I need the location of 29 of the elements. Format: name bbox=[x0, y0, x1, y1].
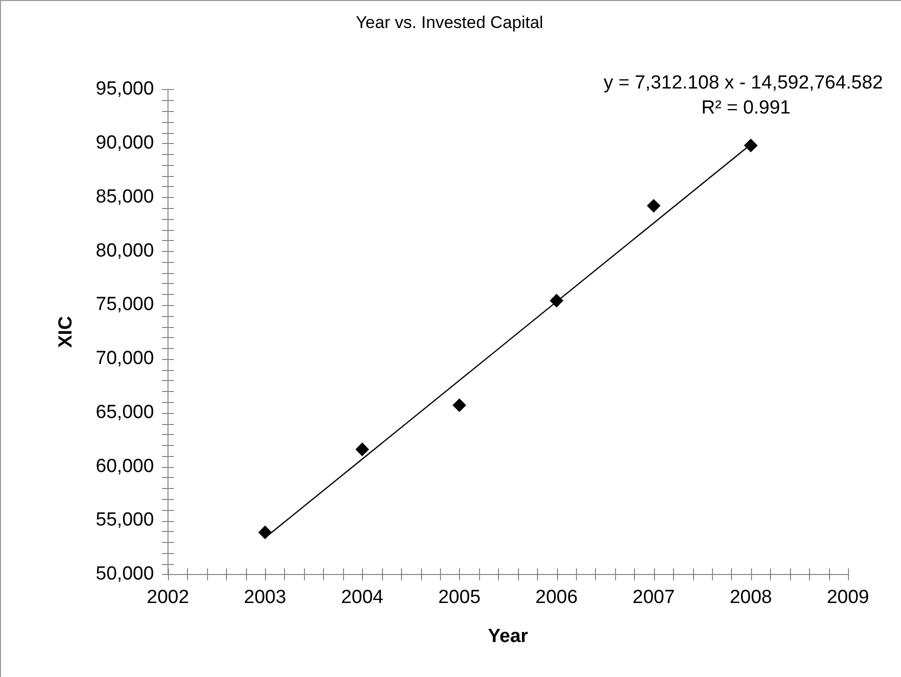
y-tick-label: 95,000 bbox=[96, 78, 154, 100]
x-tick-label: 2009 bbox=[826, 587, 870, 608]
annotation: R² = 0.991 bbox=[701, 98, 791, 119]
x-tick-label: 2002 bbox=[146, 587, 190, 608]
point bbox=[647, 199, 660, 212]
x-tick-label: 2006 bbox=[535, 587, 578, 608]
y-tick-label: 75,000 bbox=[96, 294, 154, 316]
x-tick-label: 2003 bbox=[244, 587, 286, 608]
y-tick-label: 70,000 bbox=[96, 348, 154, 370]
y-tick-label: 55,000 bbox=[96, 510, 154, 531]
point bbox=[452, 398, 466, 412]
x-tick-label: 2004 bbox=[341, 587, 384, 608]
y-axis-title: XIC bbox=[56, 316, 77, 348]
x-tick-label: 2007 bbox=[632, 587, 675, 608]
y-tick-label: 60,000 bbox=[96, 456, 154, 477]
y-tick-label: 90,000 bbox=[96, 132, 154, 154]
annotation: y = 7,312.108 x - 14,592,764.582 bbox=[604, 72, 883, 94]
x-axis-title: Year bbox=[488, 626, 529, 647]
y-tick-label: 65,000 bbox=[96, 402, 154, 423]
chart-title: Year vs. Invested Capital bbox=[356, 12, 544, 32]
y-tick-label: 85,000 bbox=[96, 186, 154, 208]
x-tick-label: 2005 bbox=[438, 587, 481, 608]
x-tick-label: 2008 bbox=[730, 587, 772, 608]
point bbox=[356, 442, 369, 456]
point bbox=[550, 294, 564, 308]
point bbox=[258, 526, 272, 539]
y-tick-label: 80,000 bbox=[96, 240, 154, 262]
point bbox=[744, 138, 758, 152]
y-tick-label: 50,000 bbox=[96, 564, 154, 585]
